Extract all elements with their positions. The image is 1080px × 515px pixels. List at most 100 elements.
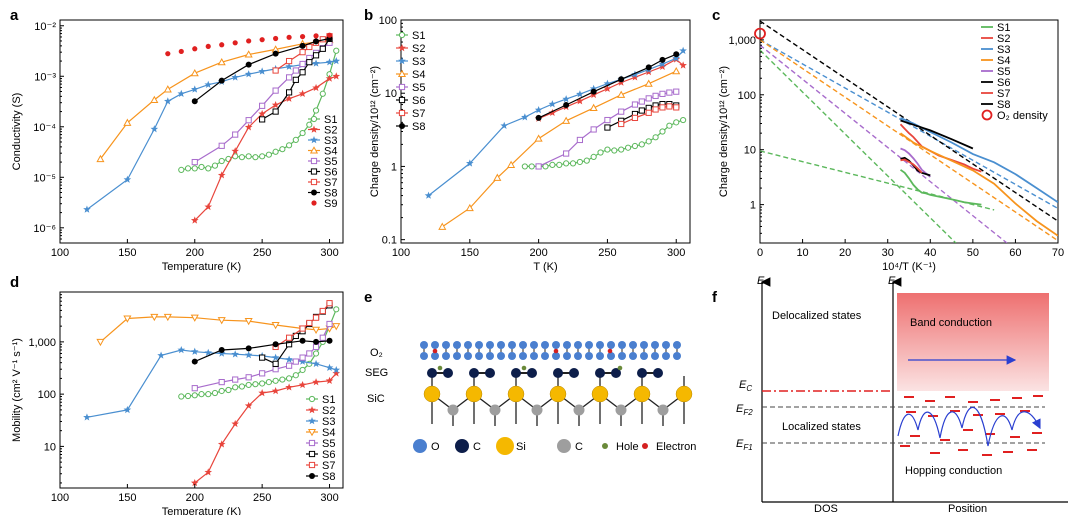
point-s6 — [285, 89, 293, 96]
point-s3 — [258, 67, 266, 75]
point-s1 — [528, 163, 535, 170]
point-s7 — [312, 314, 320, 321]
legend-marker-s5 — [310, 157, 318, 165]
oxygen-atom — [563, 352, 571, 360]
point-s3 — [631, 70, 639, 78]
point-s3 — [562, 95, 570, 103]
legend-label-s7: S7 — [997, 88, 1010, 100]
carbon-seg-atom — [595, 368, 605, 378]
point-s6 — [299, 69, 306, 76]
point-s3 — [312, 359, 320, 368]
carbon-seg-atom — [653, 368, 663, 378]
point-s8 — [299, 42, 306, 49]
legend-swatch-c — [455, 439, 469, 453]
plot-area — [83, 300, 341, 487]
point-s3 — [285, 62, 293, 70]
legend-label-s2: S2 — [322, 405, 335, 417]
fit-line-s5-fit — [760, 44, 1008, 243]
point-s3 — [83, 205, 91, 213]
series-line-s4 — [99, 39, 330, 160]
silicon-atom — [423, 385, 441, 403]
legend-marker-s2 — [308, 406, 316, 414]
x-tick-label: 10 — [796, 247, 808, 259]
legend-marker-s1 — [308, 395, 316, 403]
carbon-sic-atom — [489, 404, 501, 416]
legend-label-s7: S7 — [412, 108, 425, 120]
point-s4 — [96, 338, 105, 347]
point-s1 — [232, 384, 239, 391]
point-s7 — [306, 319, 313, 327]
x-tick-label: 40 — [924, 247, 936, 259]
point-s1 — [191, 165, 198, 172]
localized-levels — [900, 395, 1043, 456]
row-label-seg: SEG — [365, 367, 388, 379]
oxygen-atom — [442, 341, 450, 349]
point-s3 — [534, 105, 543, 114]
series-s4 — [438, 66, 681, 230]
oxygen-atom — [607, 341, 615, 349]
legend-marker-s8 — [309, 473, 315, 479]
ef1-label: EF1 — [736, 438, 753, 452]
x-tick-label: 200 — [186, 247, 204, 259]
point-s7 — [652, 106, 659, 113]
y-tick-label: 100 — [38, 389, 56, 401]
point-s2 — [231, 419, 239, 428]
hole-marker — [437, 365, 443, 371]
oxygen-atom — [475, 352, 483, 360]
point-s5 — [604, 116, 611, 124]
y-tick-label: 10⁻⁶ — [33, 223, 56, 235]
series-s3 — [900, 117, 1058, 204]
point-s1 — [652, 134, 659, 141]
point-s3 — [424, 191, 433, 199]
plot-area — [83, 32, 341, 224]
point-s4 — [493, 173, 502, 181]
legend-swatch-c — [557, 439, 571, 453]
point-s1 — [624, 144, 632, 151]
point-s2 — [576, 97, 584, 105]
point-s7 — [618, 120, 625, 128]
point-s6 — [259, 116, 266, 123]
series-s1 — [521, 116, 687, 170]
legend-label-s3: S3 — [997, 44, 1010, 56]
point-s1 — [191, 392, 198, 399]
silicon-atom — [549, 385, 567, 403]
point-s1 — [184, 392, 192, 400]
point-s2 — [548, 108, 557, 117]
series-s4 — [899, 132, 1058, 237]
legend-swatch-hole — [602, 443, 608, 449]
point-s1 — [292, 372, 299, 379]
point-s2 — [679, 61, 687, 69]
panel-label-c: c — [712, 7, 720, 24]
legend-marker-s7 — [310, 178, 318, 186]
oxygen-atom — [574, 352, 582, 360]
point-s2 — [332, 72, 341, 80]
point-s5 — [659, 90, 666, 97]
point-s7 — [666, 103, 673, 110]
legend-marker-s3 — [310, 136, 318, 144]
point-s1 — [259, 153, 266, 160]
point-s5 — [191, 158, 198, 166]
localized-label: Localized states — [782, 421, 861, 433]
oxygen-atom — [629, 352, 637, 360]
legend-label-o2-density: O₂ density — [997, 110, 1048, 122]
dos-label: DOS — [814, 503, 838, 515]
point-s1 — [292, 136, 299, 143]
point-s3 — [204, 348, 213, 356]
legend-label-s1: S1 — [412, 30, 425, 42]
point-s1 — [252, 381, 259, 388]
y-tick-label: 0.1 — [382, 235, 397, 247]
point-s2 — [325, 74, 334, 82]
point-s3 — [204, 80, 213, 88]
point-s4 — [562, 116, 571, 124]
series-line-s1 — [524, 119, 684, 167]
point-s5 — [292, 358, 299, 365]
panel-label-f: f — [712, 289, 718, 306]
point-s4 — [617, 90, 626, 98]
point-s8 — [245, 61, 252, 68]
legend-text-si: Si — [516, 441, 526, 453]
ef2-label: EF2 — [736, 403, 753, 417]
point-s5 — [652, 92, 659, 99]
point-s3 — [325, 363, 334, 371]
legend-label-s2: S2 — [997, 33, 1010, 45]
legend-marker-s6 — [398, 96, 406, 104]
